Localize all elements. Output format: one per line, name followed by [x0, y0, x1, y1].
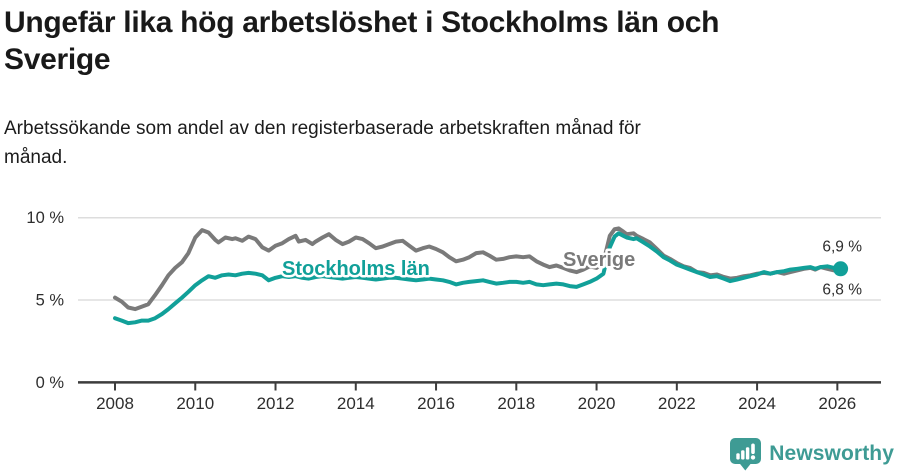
logo-exclamation-bar [751, 443, 756, 454]
x-tick-label: 2018 [497, 394, 535, 413]
logo-bar-medium [741, 450, 745, 460]
page-title: Ungefär lika hög arbetslöshet i Stockhol… [4, 6, 720, 76]
series-label-stockholms-lan: Stockholms län [282, 258, 430, 280]
end-value-label-stockholms-lan: 6,9 % [822, 239, 862, 256]
series-label-sverige: Sverige [563, 249, 635, 271]
end-value-label-sverige: 6,8 % [822, 282, 862, 299]
chart-subtitle: Arbetssökande som andel av den registerb… [4, 118, 641, 168]
logo-bar-short [736, 453, 740, 460]
y-tick-label: 10 % [26, 209, 64, 227]
brand-footer: Newsworthy [729, 437, 894, 471]
brand-name: Newsworthy [769, 442, 894, 465]
x-tick-label: 2008 [96, 394, 134, 413]
x-tick-label: 2022 [658, 394, 696, 413]
x-tick-label: 2014 [337, 394, 375, 413]
series-line-sverige [113, 226, 843, 312]
x-tick-label: 2016 [417, 394, 455, 413]
y-tick-label: 5 % [36, 292, 65, 310]
y-tick-label: 0 % [36, 374, 65, 392]
newsworthy-logo-icon [730, 438, 762, 471]
x-tick-label: 2012 [257, 394, 295, 413]
series-line-stockholms-lan [113, 231, 843, 326]
x-tick-label: 2010 [176, 394, 214, 413]
logo-exclamation-dot [751, 455, 756, 460]
unemployment-line-chart: 10 % 5 % 0 % 2008 2010 2012 2014 2016 2018 2020 20… [26, 209, 881, 413]
series-end-dot-stockholms-lan [833, 261, 849, 277]
x-tick-label: 2026 [818, 394, 856, 413]
x-tick-label: 2020 [578, 394, 616, 413]
x-tick-label: 2024 [738, 394, 776, 413]
logo-bar-tall [746, 447, 750, 460]
